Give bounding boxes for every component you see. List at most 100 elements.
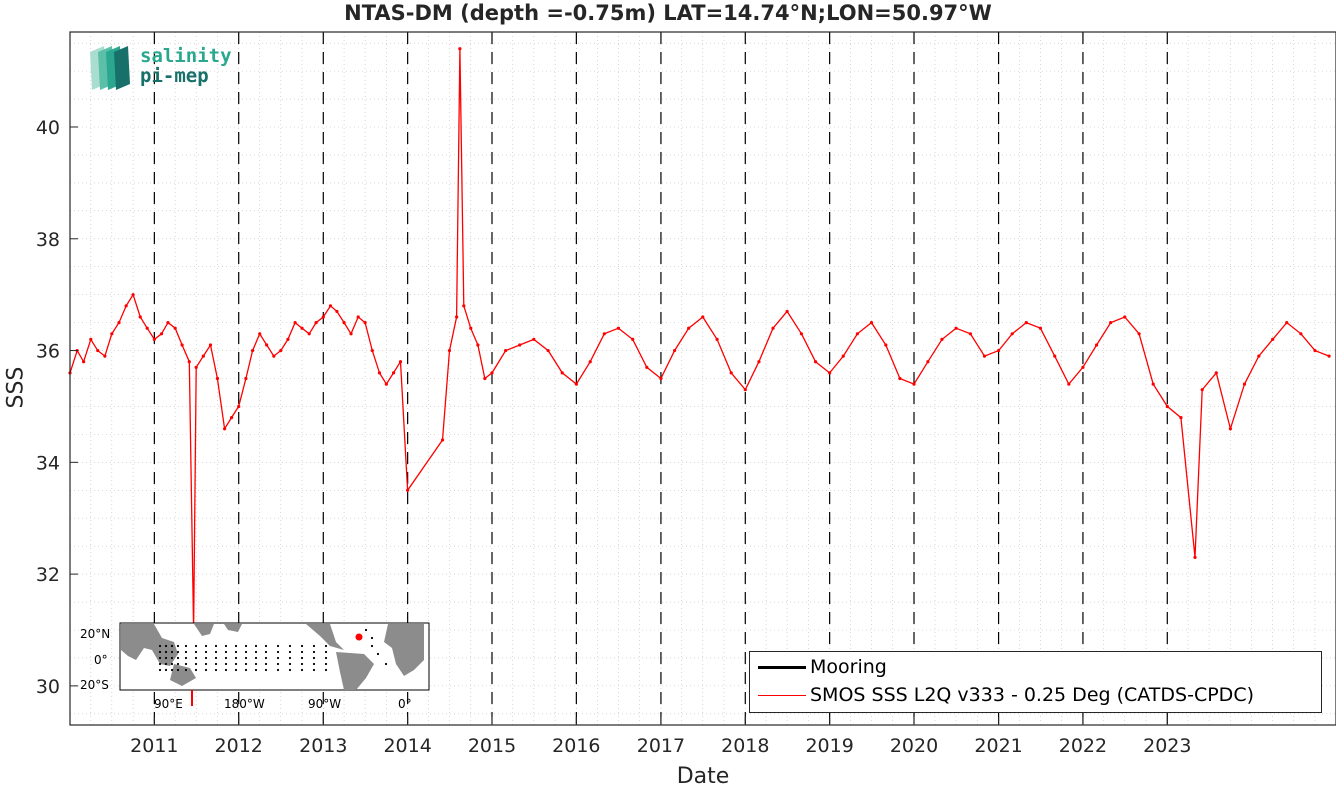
series-point: [532, 337, 536, 341]
series-point: [1151, 382, 1155, 386]
series-point: [384, 382, 388, 386]
logo-text-pimep: pi-mep: [140, 65, 209, 87]
inset-mooring-dot: [214, 644, 218, 648]
inset-mooring-dot: [176, 656, 180, 660]
series-point: [173, 326, 177, 330]
series-point: [1067, 382, 1071, 386]
inset-mooring-dot: [264, 650, 268, 654]
x-tick-label-2019: 2019: [805, 735, 853, 757]
inset-mooring-dot: [224, 650, 228, 654]
inset-mooring-dot: [370, 644, 374, 648]
series-point: [616, 326, 621, 330]
series-point: [89, 337, 93, 341]
inset-mooring-dot: [214, 650, 218, 654]
inset-mooring-dot: [264, 656, 268, 660]
inset-mooring-dot: [158, 662, 162, 666]
series-point: [1081, 365, 1085, 369]
series-point: [455, 315, 459, 319]
x-tick-label-2017: 2017: [637, 735, 685, 757]
series-point: [124, 304, 128, 308]
series-point: [391, 371, 396, 375]
logo-text-salinity: salinity: [140, 45, 232, 67]
series-point: [672, 348, 677, 353]
inset-mooring-dot: [176, 668, 180, 672]
series-point: [349, 332, 353, 336]
inset-mooring-dot: [158, 656, 162, 660]
x-tick-label-2016: 2016: [552, 735, 600, 757]
series-point: [187, 360, 191, 364]
series-point: [476, 343, 480, 347]
series-point: [1200, 388, 1204, 392]
series-point: [166, 321, 170, 325]
series-point: [314, 321, 318, 325]
y-tick-label-32: 32: [36, 564, 60, 586]
inset-mooring-dot: [224, 644, 228, 648]
inset-mooring-dot: [158, 668, 162, 672]
inset-mooring-dot: [184, 650, 188, 654]
series-point: [272, 354, 276, 358]
inset-mooring-dot: [164, 656, 168, 660]
series-point: [757, 360, 761, 364]
legend-swatch-mooring: [758, 666, 806, 669]
series-point: [631, 337, 635, 341]
series-point: [244, 376, 248, 381]
inset-mooring-dot: [254, 662, 258, 666]
series-point: [258, 332, 262, 336]
inset-lat-label-0: 0°: [94, 653, 108, 667]
inset-mooring-dot: [312, 644, 316, 648]
series-point: [813, 360, 818, 364]
inset-mooring-dot: [364, 628, 368, 632]
inset-mooring-dot: [254, 644, 258, 648]
inset-mooring-dot: [234, 644, 238, 648]
inset-mooring-dot: [224, 668, 228, 672]
series-point: [406, 488, 410, 492]
inset-highlight-mooring: [355, 633, 363, 641]
inset-mooring-dot: [300, 656, 304, 660]
minor-grid: [70, 32, 1336, 725]
inset-mooring-dot: [204, 662, 208, 666]
x-tick-label-2013: 2013: [299, 735, 347, 757]
series-point: [1038, 326, 1043, 330]
series-point: [82, 360, 86, 364]
legend-item-smos: SMOS SSS L2Q v333 - 0.25 Deg (CATDS-CPDC…: [750, 682, 1321, 708]
series-point: [968, 332, 972, 336]
series-point: [447, 348, 452, 353]
series-point: [1165, 404, 1169, 409]
inset-mooring-dot: [244, 644, 248, 648]
inset-mooring-dot: [214, 662, 218, 666]
series-point: [645, 365, 649, 369]
series-point: [194, 365, 198, 369]
inset-mooring-dot: [288, 656, 292, 660]
inset-mooring-dot: [214, 668, 218, 672]
x-tick-label-2020: 2020: [890, 735, 938, 757]
inset-mooring-dot: [164, 668, 168, 672]
series-point: [982, 354, 987, 358]
inset-mooring-dot: [312, 656, 316, 660]
x-tick-label-2023: 2023: [1143, 735, 1191, 757]
series-point: [898, 376, 902, 381]
inset-mooring-dots: [158, 628, 388, 672]
series-point: [1123, 315, 1127, 319]
series-point: [841, 354, 845, 358]
inset-mooring-dot: [184, 668, 188, 672]
inset-mooring-dot: [276, 650, 280, 654]
series-point: [342, 321, 346, 325]
series-point: [1179, 416, 1183, 420]
series-point: [884, 343, 888, 347]
legend-swatch-smos: [758, 695, 806, 696]
series-point: [110, 332, 114, 336]
inset-mooring-dot: [276, 656, 280, 660]
plot-frame: [69, 31, 1336, 726]
legend: Mooring SMOS SSS L2Q v333 - 0.25 Deg (CA…: [749, 651, 1322, 713]
inset-mooring-dot: [204, 650, 208, 654]
inset-mooring-dot: [204, 668, 208, 672]
series-point: [201, 354, 205, 358]
inset-mooring-dot: [194, 656, 198, 660]
series-point: [370, 348, 374, 353]
logo-wave-icon: [90, 46, 130, 90]
series-point: [855, 332, 859, 336]
inset-mooring-dot: [300, 662, 304, 666]
y-tick-label-34: 34: [36, 452, 60, 474]
inset-location-map: 20°N 0° 20°S 90°E 180°W 90°W 0°: [80, 622, 430, 710]
series-layer: [68, 47, 1331, 632]
